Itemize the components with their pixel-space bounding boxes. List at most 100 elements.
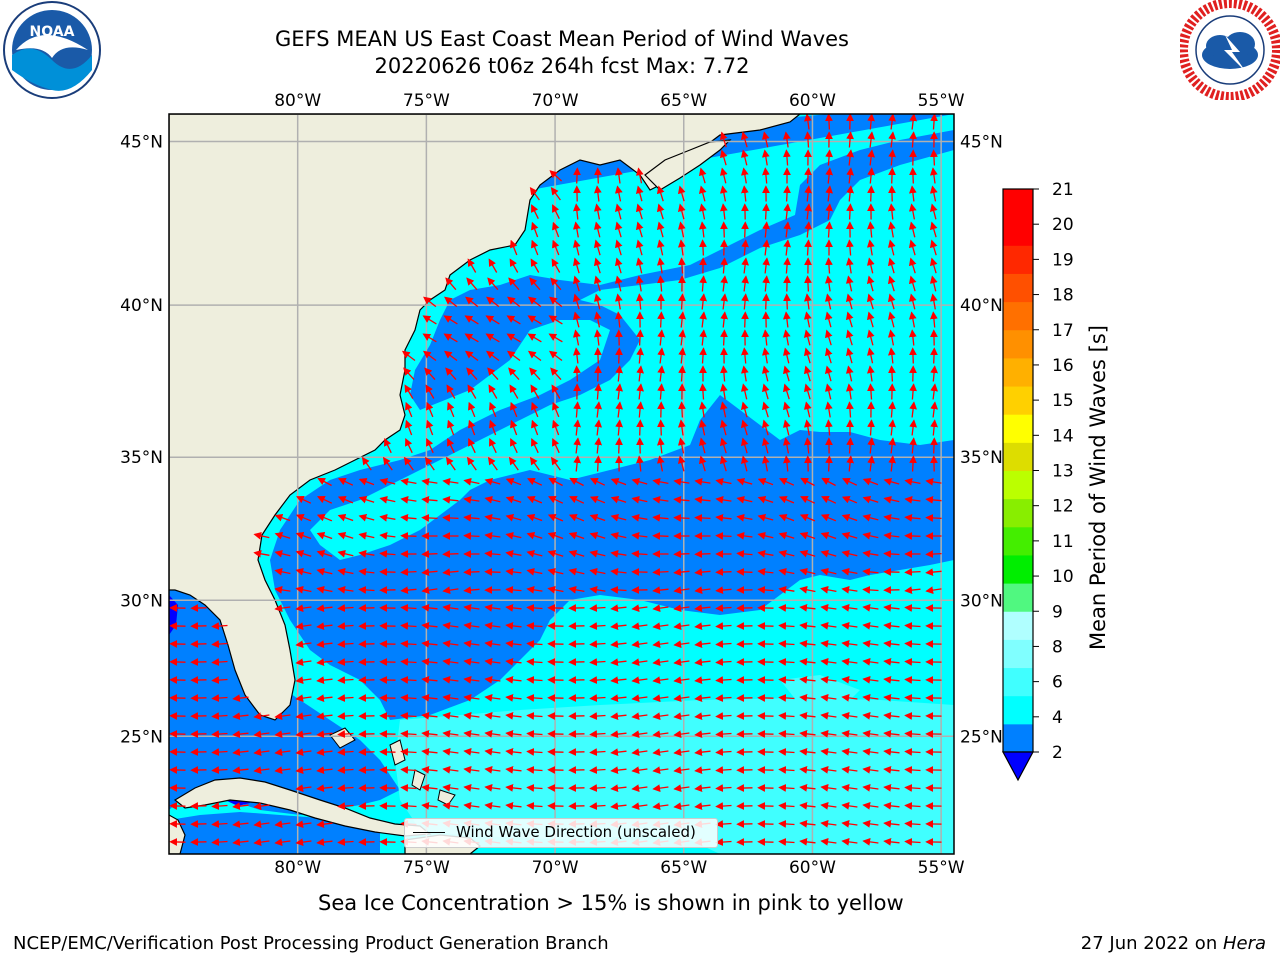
wave-direction-arrow: [295, 694, 312, 702]
wave-direction-arrow: [337, 585, 354, 594]
wave-direction-arrow: [573, 455, 581, 472]
wave-direction-arrow: [442, 712, 459, 720]
wave-direction-arrow: [589, 730, 606, 738]
footer-branch: NCEP/EMC/Verification Post Processing Pr…: [13, 933, 609, 954]
wave-direction-arrow: [677, 185, 686, 202]
wave-direction-arrow: [447, 419, 455, 436]
wave-direction-arrow: [824, 311, 833, 328]
wave-direction-arrow: [589, 802, 606, 810]
wave-direction-arrow: [484, 477, 501, 486]
wave-direction-arrow: [799, 712, 816, 720]
wave-direction-arrow: [550, 456, 561, 471]
wave-direction-arrow: [463, 622, 480, 630]
wave-direction-arrow: [825, 419, 833, 436]
colorbar-tick-label: 20: [1052, 215, 1074, 235]
wave-direction-arrow: [909, 455, 917, 472]
wave-direction-arrow: [757, 549, 774, 558]
wave-direction-arrow: [593, 203, 602, 220]
footer-machine: Hera: [1222, 933, 1266, 954]
wave-direction-arrow: [862, 531, 879, 540]
wave-direction-arrow: [657, 275, 665, 292]
wave-direction-arrow: [757, 586, 774, 594]
wave-direction-arrow: [678, 257, 686, 274]
wave-direction-arrow: [295, 514, 312, 522]
wave-direction-arrow: [694, 748, 711, 756]
wave-direction-arrow: [719, 185, 728, 202]
wave-direction-arrow: [804, 131, 812, 148]
sea-ice-caption: Sea Ice Concentration > 15% is shown in …: [318, 891, 904, 915]
wave-direction-arrow: [610, 802, 627, 810]
wave-direction-arrow: [694, 676, 711, 684]
footer-date: 27 Jun 2022 on Hera: [1081, 933, 1266, 954]
colorbar-tick-label: 12: [1052, 497, 1074, 517]
wave-direction-arrow: [656, 257, 665, 274]
wave-direction-arrow: [720, 221, 728, 238]
wave-direction-arrow: [442, 568, 459, 576]
wave-direction-arrow: [694, 730, 711, 738]
wave-direction-arrow: [379, 550, 396, 558]
wave-direction-arrow: [762, 239, 770, 256]
wave-direction-arrow: [211, 658, 228, 666]
wave-direction-arrow: [888, 347, 896, 364]
wave-direction-arrow: [862, 568, 879, 576]
wave-direction-arrow: [883, 730, 900, 738]
wave-direction-arrow: [253, 549, 270, 558]
wave-direction-arrow: [589, 784, 606, 792]
wave-direction-arrow: [463, 604, 480, 612]
wave-direction-arrow: [883, 658, 900, 666]
wave-direction-arrow: [782, 329, 791, 346]
wave-direction-arrow: [615, 383, 623, 400]
wave-direction-arrow: [488, 384, 498, 399]
wave-direction-arrow: [614, 293, 623, 310]
wave-direction-arrow: [656, 455, 665, 472]
wave-direction-arrow: [232, 766, 249, 774]
wave-direction-arrow: [550, 186, 561, 201]
wave-direction-arrow: [803, 419, 812, 436]
wave-direction-arrow: [715, 820, 732, 828]
wave-direction-arrow: [232, 730, 249, 738]
wave-direction-arrow: [841, 640, 858, 648]
wave-direction-arrow: [232, 694, 249, 702]
wave-direction-arrow: [552, 419, 560, 436]
wave-direction-arrow: [505, 622, 522, 630]
wave-direction-arrow: [720, 257, 728, 274]
wave-direction-arrow: [741, 347, 749, 364]
wave-direction-arrow: [253, 730, 270, 738]
wave-direction-arrow: [505, 802, 522, 810]
wave-direction-arrow: [505, 531, 522, 540]
lat-tick-right: 35°N: [960, 448, 1003, 468]
wave-direction-arrow: [485, 333, 500, 343]
wave-direction-arrow: [467, 384, 477, 399]
wave-direction-arrow: [526, 496, 543, 504]
wave-direction-arrow: [508, 277, 520, 291]
wave-direction-arrow: [694, 784, 711, 792]
wave-direction-arrow: [631, 766, 648, 774]
wave-direction-arrow: [526, 802, 543, 810]
wave-direction-arrow: [925, 568, 942, 576]
wave-direction-arrow: [883, 784, 900, 792]
wave-direction-arrow: [908, 221, 917, 238]
wave-direction-arrow: [845, 275, 854, 292]
wave-direction-arrow: [824, 383, 833, 400]
wave-direction-arrow: [594, 419, 602, 436]
map-subtitle: 20220626 t06z 264h fcst Max: 7.72: [374, 54, 750, 78]
wave-direction-arrow: [211, 622, 228, 630]
wave-direction-arrow: [673, 586, 690, 595]
wave-direction-arrow: [909, 114, 917, 130]
wave-direction-arrow: [867, 455, 875, 472]
wave-direction-arrow: [316, 567, 333, 576]
wave-direction-arrow: [867, 185, 875, 202]
wave-direction-arrow: [484, 766, 501, 774]
wave-direction-arrow: [757, 478, 774, 486]
wave-direction-arrow: [337, 604, 354, 612]
lat-tick-right: 45°N: [960, 132, 1003, 152]
wave-direction-arrow: [715, 802, 732, 810]
wave-direction-arrow: [337, 549, 354, 558]
wave-direction-arrow: [337, 766, 354, 774]
wave-direction-arrow: [526, 585, 543, 594]
wave-direction-arrow: [337, 640, 354, 648]
wave-direction-arrow: [929, 185, 938, 202]
wave-direction-arrow: [610, 730, 627, 738]
wave-direction-arrow: [400, 694, 417, 702]
wave-direction-arrow: [799, 766, 816, 774]
